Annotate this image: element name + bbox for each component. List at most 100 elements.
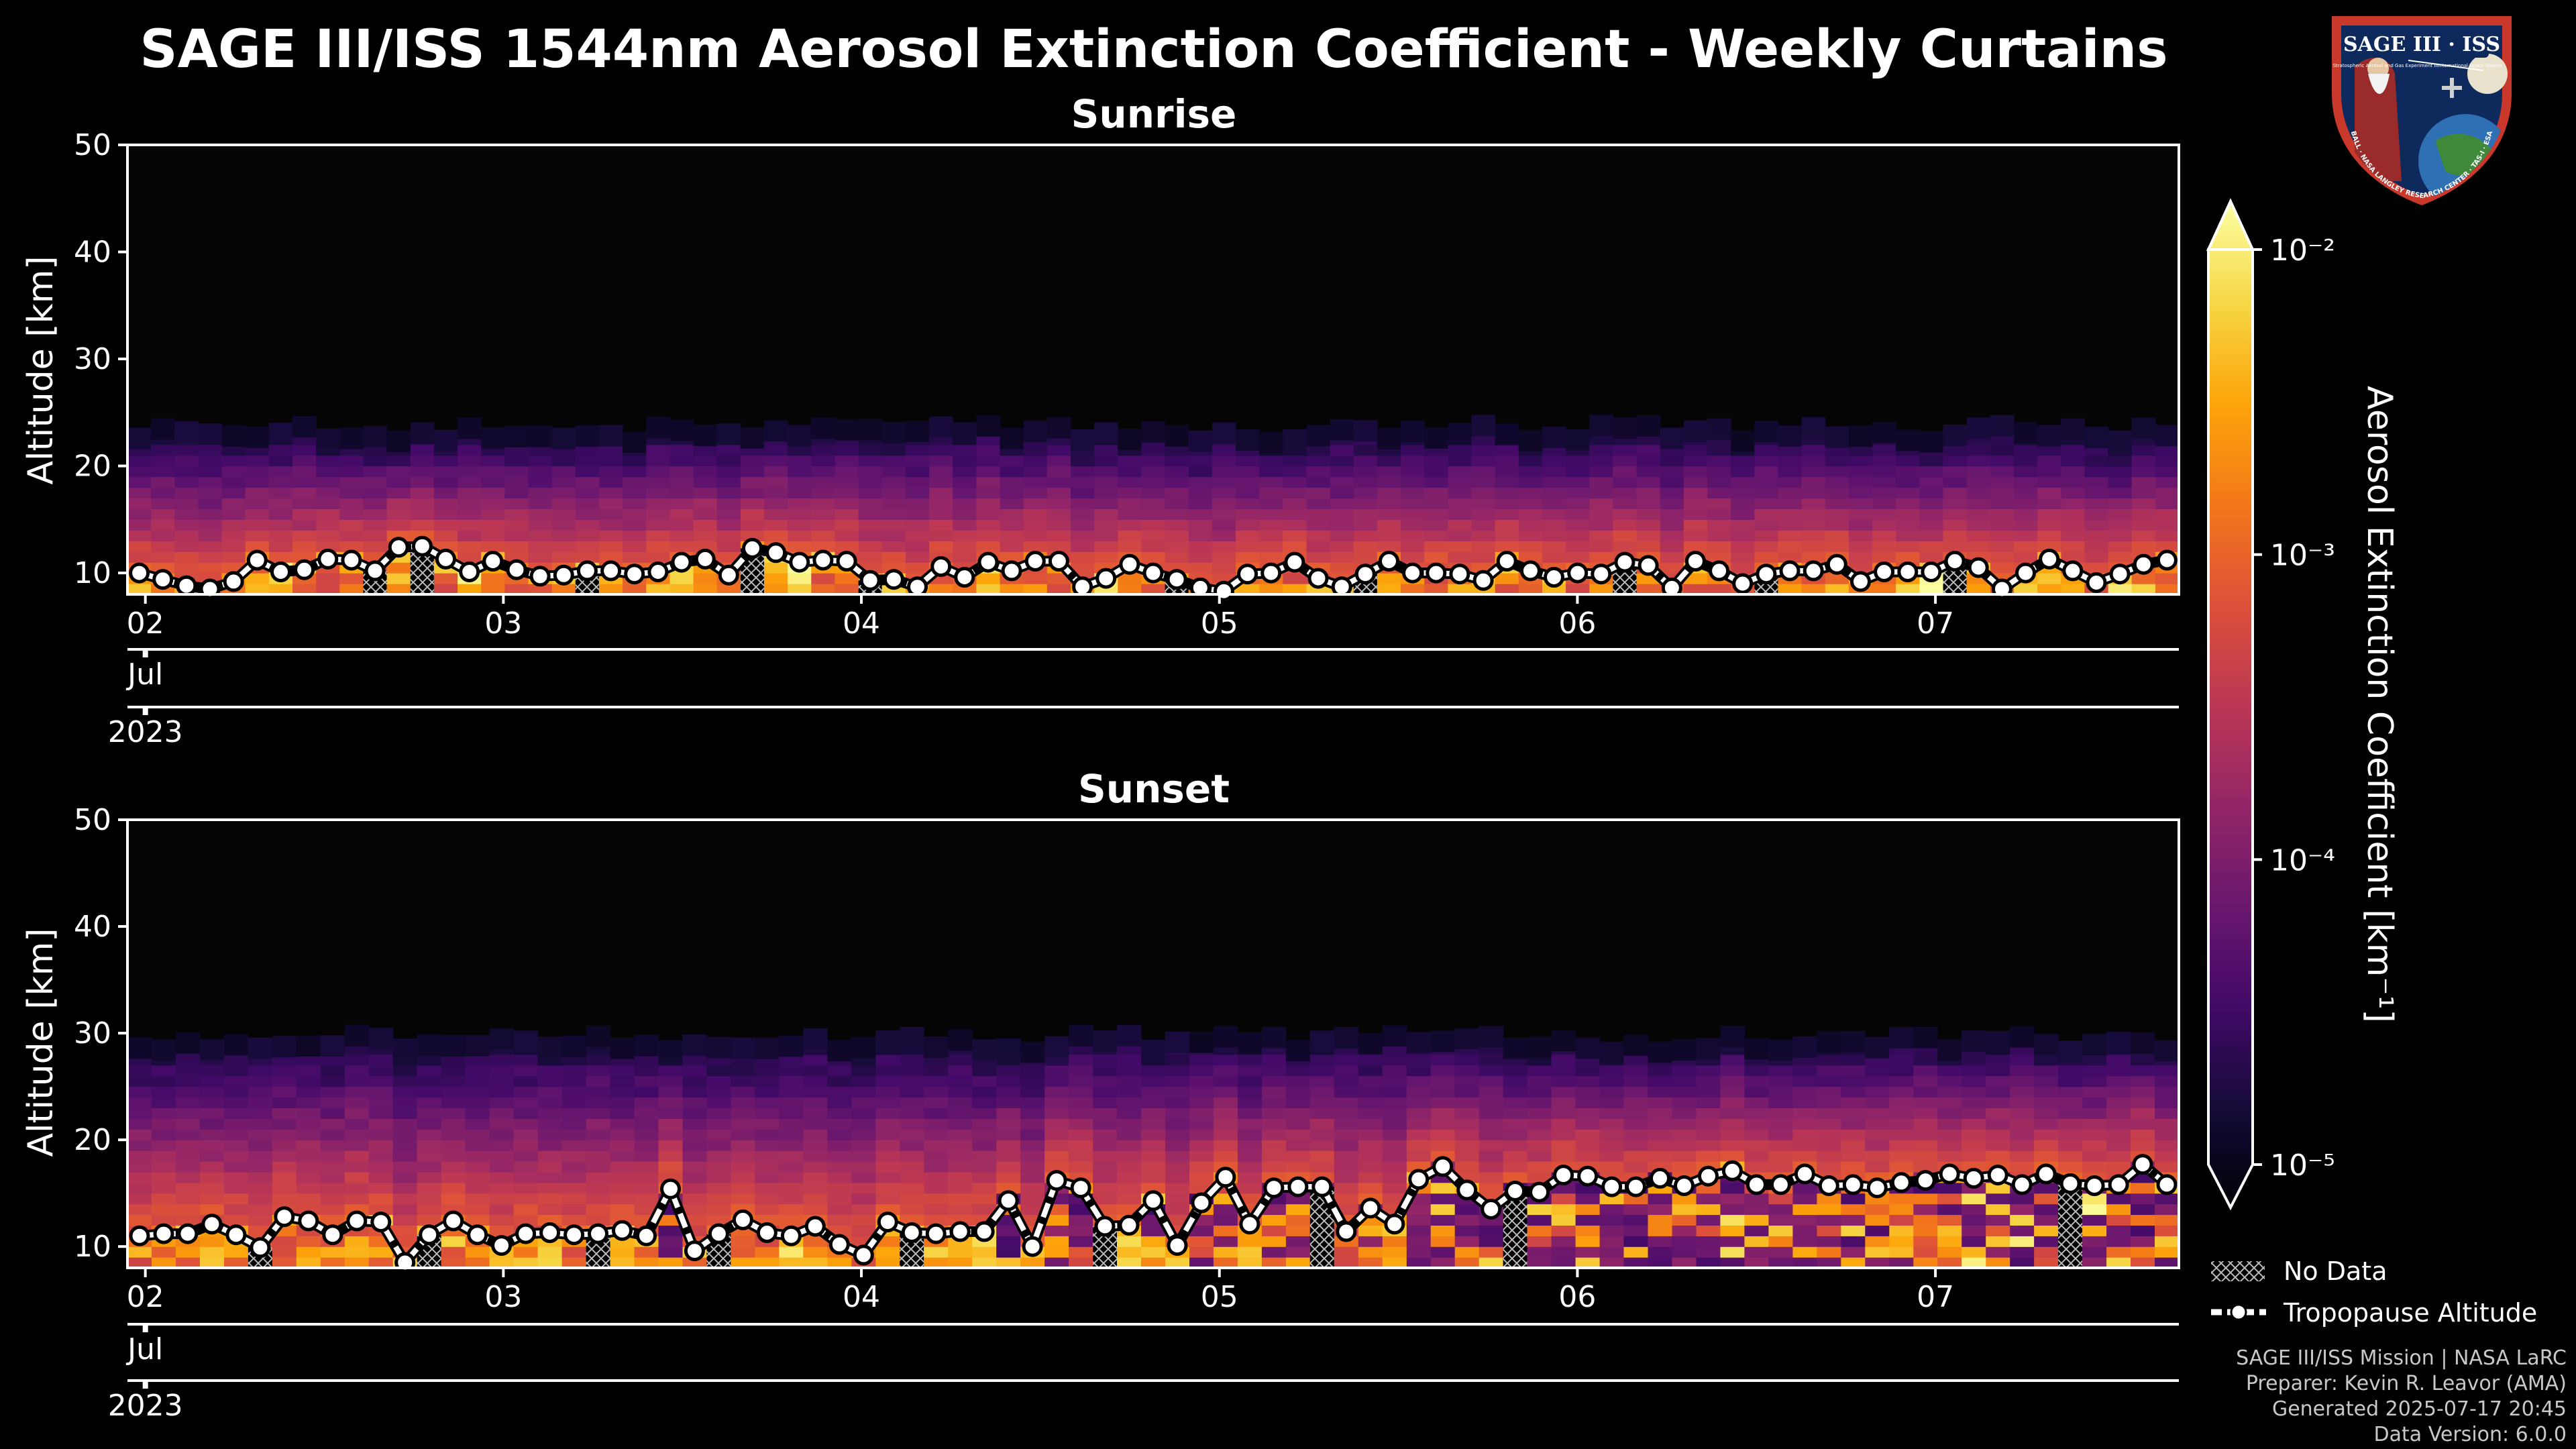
- heatmap-cell: [1071, 562, 1095, 574]
- heatmap-cell: [392, 1225, 418, 1236]
- heatmap-cell: [1093, 1108, 1118, 1119]
- heatmap-cell: [1841, 1225, 1866, 1236]
- heatmap-cell: [1720, 1054, 1745, 1066]
- heatmap-cell: [1696, 1225, 1721, 1236]
- heatmap-cell: [2155, 1086, 2180, 1098]
- x-tick-label: 02: [127, 1280, 164, 1314]
- tropopause-marker: [482, 551, 504, 572]
- x-tick-label: 06: [1558, 606, 1596, 641]
- heatmap-cell: [1672, 1236, 1697, 1247]
- colorbar-label: Aerosol Extinction Coefficient [km⁻¹]: [2359, 386, 2400, 1023]
- heatmap-cell: [2010, 1236, 2035, 1247]
- tropopause-marker: [129, 1225, 150, 1246]
- heatmap-cell: [669, 519, 694, 531]
- heatmap-cell: [924, 1118, 949, 1130]
- heatmap-cell: [561, 1140, 587, 1151]
- heatmap-cell: [1285, 1150, 1311, 1162]
- heatmap-cell: [127, 1108, 152, 1119]
- heatmap-cell: [441, 1035, 466, 1057]
- heatmap-cell: [1801, 541, 1826, 552]
- y-tick-label: 40: [74, 910, 111, 944]
- heatmap-cell: [316, 530, 340, 541]
- heatmap-cell: [1672, 1161, 1697, 1173]
- heatmap-cell: [2058, 1150, 2083, 1162]
- heatmap-cell: [1575, 1246, 1601, 1258]
- heatmap-cell: [1990, 519, 2015, 531]
- heatmap-cell: [2108, 541, 2133, 552]
- heatmap-cell: [513, 1150, 539, 1162]
- heatmap-cell: [363, 444, 388, 456]
- heatmap-cell: [835, 476, 859, 488]
- heatmap-cell: [1117, 1246, 1142, 1258]
- heatmap-cell: [1213, 1203, 1238, 1216]
- heatmap-cell: [320, 1054, 345, 1066]
- heatmap-cell: [1801, 487, 1826, 499]
- heatmap-cell: [1801, 551, 1826, 563]
- heatmap-cell: [1683, 466, 1708, 478]
- heatmap-cell: [693, 444, 718, 456]
- heatmap-cell: [693, 519, 718, 531]
- heatmap-cell: [1503, 1161, 1528, 1173]
- heatmap-cell: [1406, 1150, 1432, 1162]
- heatmap-cell: [1117, 1044, 1142, 1055]
- heatmap-cell: [811, 508, 835, 520]
- heatmap-cell: [1237, 1171, 1263, 1183]
- heatmap-cell: [368, 1129, 394, 1140]
- heatmap-cell: [1648, 1214, 1673, 1226]
- heatmap-cell: [1448, 455, 1472, 467]
- heatmap-cell: [682, 1203, 708, 1216]
- heatmap-cell: [127, 1161, 152, 1173]
- heatmap-cell: [731, 1037, 755, 1059]
- heatmap-cell: [1707, 444, 1731, 456]
- heatmap-cell: [2082, 1257, 2107, 1269]
- heatmap-cell: [779, 1075, 804, 1087]
- heatmap-cell: [1990, 541, 2015, 552]
- heatmap-cell: [2058, 1086, 2083, 1098]
- heatmap-cell: [1889, 1246, 1914, 1258]
- heatmap-cell: [858, 519, 883, 531]
- heatmap-cell: [2034, 1182, 2059, 1194]
- heatmap-cell: [248, 1075, 273, 1087]
- heatmap-cell: [528, 476, 553, 488]
- heatmap-cell: [1778, 508, 1803, 520]
- heatmap-cell: [953, 530, 977, 541]
- heatmap-cell: [561, 1086, 587, 1098]
- colorbar-ticks: 10⁻²10⁻³10⁻⁴10⁻⁵: [2253, 233, 2335, 1183]
- heatmap-cell: [682, 1193, 708, 1205]
- heatmap-cell: [827, 1118, 852, 1130]
- heatmap-cell: [1283, 476, 1307, 488]
- heatmap-cell: [1848, 562, 1873, 574]
- heatmap-cell: [551, 530, 576, 541]
- heatmap-cell: [386, 466, 411, 478]
- heatmap-cell: [948, 1097, 973, 1108]
- heatmap-cell: [1986, 1108, 2010, 1119]
- heatmap-cell: [1165, 425, 1189, 447]
- heatmap-cell: [1768, 1108, 1793, 1119]
- heatmap-cell: [1841, 1161, 1866, 1173]
- heatmap-cell: [1213, 1257, 1238, 1269]
- heatmap-cell: [1542, 530, 1566, 541]
- heatmap-cell: [1768, 1257, 1793, 1269]
- heatmap-cell: [513, 1054, 539, 1066]
- heatmap-cell: [1309, 1097, 1335, 1108]
- heatmap-cell: [716, 530, 741, 541]
- heatmap-cell: [788, 498, 812, 509]
- heatmap-cell: [972, 1257, 997, 1269]
- tropopause-marker: [647, 561, 669, 582]
- heatmap-cell: [875, 1182, 900, 1194]
- heatmap-cell: [1720, 1129, 1745, 1140]
- tropopause-marker: [1215, 1167, 1236, 1188]
- heatmap-cell: [1069, 1097, 1093, 1108]
- heatmap-cell: [1778, 498, 1803, 509]
- heatmap-cell: [174, 487, 199, 499]
- tropopause-marker: [152, 569, 174, 590]
- heatmap-cell: [2155, 1236, 2180, 1247]
- heatmap-cell: [924, 1108, 949, 1119]
- heatmap-cell: [1896, 551, 1920, 563]
- heatmap-cell: [1285, 1214, 1311, 1226]
- heatmap-cell: [1261, 1086, 1287, 1098]
- heatmap-cell: [1093, 1150, 1118, 1162]
- heatmap-cell: [779, 1140, 804, 1151]
- heatmap-cell: [2082, 1161, 2107, 1173]
- heatmap-cell: [245, 498, 270, 509]
